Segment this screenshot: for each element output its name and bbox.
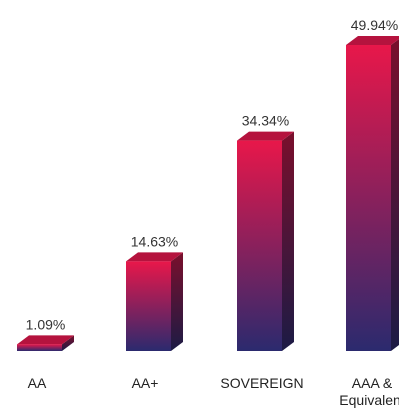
bar (237, 131, 294, 351)
category-labels-group: AA AA+ SOVEREIGN AAA & Equivalent (28, 375, 399, 408)
bar-front-face (346, 45, 391, 351)
bar-side-face (62, 335, 74, 351)
bar-top-face (346, 36, 399, 45)
bar (17, 335, 74, 351)
category-label: SOVEREIGN (220, 375, 303, 391)
value-label: 49.94% (351, 17, 398, 33)
bar-side-face (171, 252, 183, 351)
category-label: AA (28, 375, 47, 391)
bars-group (17, 36, 399, 351)
bar-front-face (237, 140, 282, 351)
bar-front-face (17, 344, 62, 351)
bar-side-face (282, 131, 294, 351)
value-label: 1.09% (26, 316, 66, 332)
bar-top-face (126, 252, 183, 262)
category-label: AAA & Equivalent (339, 375, 399, 408)
category-label: AA+ (132, 375, 159, 391)
bar (126, 252, 183, 351)
bar-top-face (17, 335, 74, 345)
value-label: 34.34% (242, 113, 289, 129)
value-label: 14.63% (131, 233, 178, 249)
bar-top-face (237, 131, 294, 141)
bar-side-face (391, 39, 399, 351)
bar-front-face (126, 261, 171, 351)
value-labels-group: 1.09% 14.63% 34.34% 49.94% (26, 17, 399, 332)
bar (346, 36, 399, 351)
